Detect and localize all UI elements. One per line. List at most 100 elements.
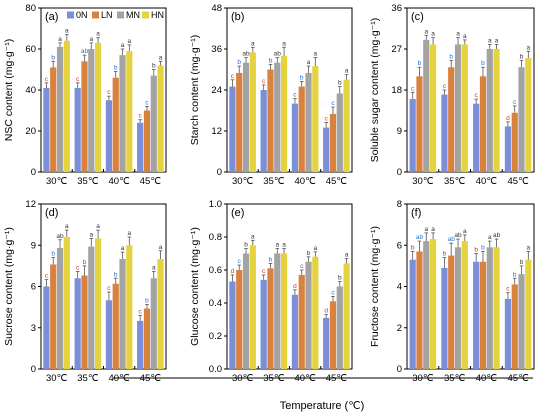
bar-MN-0 (242, 253, 250, 369)
panel-label: (a) (45, 11, 58, 23)
significance-letter: a (159, 54, 163, 61)
y-tick-label: 6 (31, 282, 36, 293)
y-tick-label: 6 (397, 240, 402, 251)
legend-swatch (67, 11, 74, 19)
bar-0N-0 (409, 99, 416, 172)
significance-letter: b (520, 53, 524, 60)
significance-letter: c (331, 289, 335, 296)
significance-letter: c (325, 115, 329, 122)
bar-HN-2 (126, 51, 133, 172)
x-tick-label: 35℃ (263, 176, 285, 187)
y-tick-label: 3 (31, 323, 36, 334)
significance-letter: b (513, 271, 517, 278)
bar-MN-2 (119, 259, 126, 369)
bar-HN-0 (249, 52, 256, 172)
y-tick-label: 0.4 (209, 298, 222, 309)
significance-letter: a (152, 264, 156, 271)
bar-MN-0 (56, 46, 64, 173)
y-tick-label: 0 (31, 364, 36, 375)
y-tick-label: 9 (397, 126, 402, 137)
y-tick-label: 0 (397, 364, 402, 375)
bar-MN-3 (150, 75, 157, 172)
bar-0N-1 (441, 94, 448, 172)
bar-MN-3 (150, 278, 157, 369)
bar-HN-3 (343, 79, 350, 172)
significance-letter: d (231, 268, 235, 275)
significance-letter: b (449, 53, 453, 60)
y-tick-label: 80 (25, 3, 36, 14)
y-tick-label: 2 (397, 323, 402, 334)
panel-label: (e) (231, 207, 244, 219)
y-tick-label: 0.0 (209, 364, 222, 375)
significance-letter: c (411, 85, 415, 92)
significance-letter: a (128, 230, 132, 237)
legend-label: MN (126, 10, 140, 20)
significance-letter: c (45, 76, 49, 83)
y-axis-label: Soluble sugar content (mg·g⁻¹) (369, 18, 381, 162)
bar-MN-3 (518, 67, 525, 172)
bar-0N-3 (323, 127, 330, 172)
y-tick-label: 9 (31, 240, 36, 251)
bar-HN-0 (429, 44, 437, 172)
y-tick-label: 27 (391, 44, 402, 55)
y-tick-label: 36 (391, 3, 402, 14)
x-tick-label: 45℃ (326, 176, 348, 187)
panel-label: (b) (231, 11, 244, 23)
significance-letter: b (481, 60, 485, 67)
bar-MN-1 (88, 246, 95, 369)
significance-letter: ab (274, 51, 282, 58)
significance-letter: a (527, 244, 531, 251)
x-tick-label: 40℃ (476, 176, 498, 187)
bar-LN-3 (511, 112, 518, 172)
x-tick-label: 35℃ (77, 373, 99, 384)
bar-LN-2 (112, 283, 119, 369)
bar-LN-1 (448, 255, 455, 369)
chart-panel-e: 0.0 0.2 0.4 0.6 0.8 1.0 (e) Glucose content (mg… (189, 199, 353, 384)
significance-letter: a (314, 51, 318, 58)
bar-LN-3 (511, 284, 518, 369)
x-tick-label: 30℃ (412, 176, 434, 187)
legend: 0N LN MN HN (67, 10, 164, 20)
significance-letter: b (418, 60, 422, 67)
bar-LN-0 (416, 251, 423, 369)
significance-letter: b (300, 74, 304, 81)
panel-label: (d) (45, 207, 58, 219)
significance-letter: b (338, 275, 342, 282)
bar-LN-0 (236, 270, 243, 369)
bar-HN-3 (343, 263, 350, 369)
bar-HN-1 (94, 42, 102, 172)
significance-letter: a (463, 228, 467, 235)
significance-letter: a (456, 31, 460, 38)
bar-LN-0 (416, 76, 423, 172)
bar-LN-3 (329, 113, 337, 172)
significance-letter: b (51, 54, 55, 61)
bar-HN-2 (312, 256, 319, 369)
significance-letter: b (307, 250, 311, 257)
significance-letter: a (65, 223, 69, 230)
bar-LN-0 (50, 264, 57, 369)
legend-swatch (92, 11, 99, 19)
significance-letter: a (89, 36, 93, 43)
significance-letter: a (65, 28, 69, 35)
significance-letter: a (463, 33, 467, 40)
x-tick-label: 30℃ (46, 373, 68, 384)
significance-letter: a (121, 245, 125, 252)
bar-MN-1 (454, 247, 462, 369)
bar-0N-2 (473, 261, 480, 369)
significance-letter: a (314, 245, 318, 252)
significance-letter: a (488, 234, 492, 241)
bar-0N-2 (291, 294, 299, 369)
significance-letter: ab (81, 48, 89, 55)
bar-MN-0 (56, 248, 64, 369)
bar-LN-2 (298, 274, 305, 369)
x-tick-label: 35℃ (77, 176, 99, 187)
panel-label: (c) (411, 11, 424, 23)
significance-letter: b (443, 251, 447, 258)
bar-LN-1 (81, 61, 88, 172)
chart-panel-c: 0 9 18 27 36 (c) Soluble sugar content (mg·g⁻¹… (369, 3, 535, 187)
y-tick-label: 36 (211, 44, 222, 55)
bar-HN-0 (429, 239, 437, 369)
bar-HN-1 (94, 238, 102, 369)
bar-LN-1 (267, 268, 274, 369)
bar-0N-3 (504, 298, 512, 369)
